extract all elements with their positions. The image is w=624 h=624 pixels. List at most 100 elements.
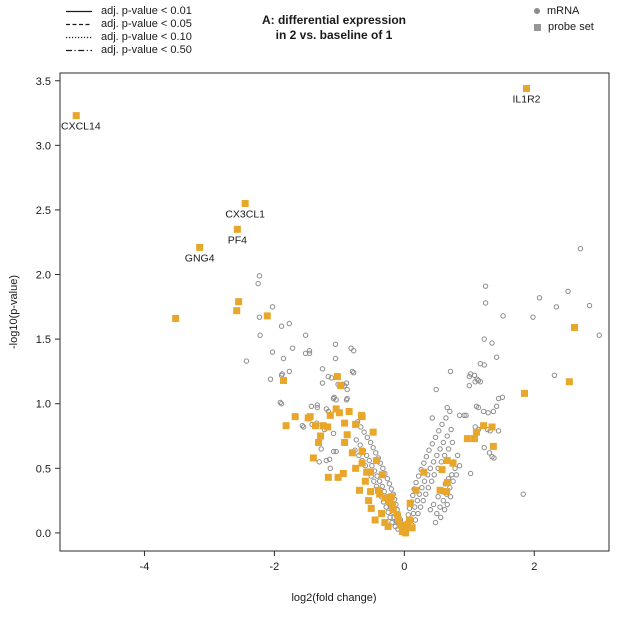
probe-set-point bbox=[352, 464, 360, 472]
probe-set-point bbox=[443, 457, 451, 465]
mrna-point bbox=[349, 368, 356, 375]
probe-set-point bbox=[341, 419, 349, 427]
labeled-probe-set-point bbox=[522, 85, 530, 93]
mrna-marker-icon bbox=[534, 8, 540, 14]
mrna-point bbox=[461, 412, 467, 419]
gene-label: GNG4 bbox=[185, 252, 215, 264]
probe-set-point bbox=[358, 459, 366, 467]
mrna-point bbox=[453, 472, 460, 478]
mrna-point bbox=[490, 408, 497, 415]
mrna-point bbox=[325, 373, 332, 380]
mrna-point bbox=[332, 355, 339, 362]
probe-set-point bbox=[334, 473, 342, 481]
mrna-point bbox=[435, 494, 441, 500]
pvalue-legend-label: adj. p-value < 0.05 bbox=[101, 18, 192, 30]
y-tick-label: 0.5 bbox=[36, 463, 51, 475]
probe-set-point bbox=[358, 448, 366, 456]
mrna-point bbox=[267, 376, 274, 382]
mrna-point bbox=[405, 512, 411, 518]
mrna-point bbox=[489, 340, 495, 346]
mrna-point bbox=[433, 386, 439, 393]
mrna-point bbox=[421, 460, 427, 466]
mrna-point bbox=[429, 441, 435, 447]
mrna-point bbox=[319, 380, 326, 386]
y-tick-label: 0.0 bbox=[36, 528, 51, 540]
probe-set-point bbox=[311, 422, 319, 430]
probe-set-point bbox=[291, 413, 299, 421]
probe-set-point bbox=[389, 500, 397, 508]
mrna-point bbox=[256, 314, 263, 320]
mrna-point bbox=[432, 434, 439, 441]
mrna-point bbox=[379, 483, 385, 490]
gene-label: IL1R2 bbox=[512, 94, 540, 106]
probe-set-point bbox=[332, 405, 340, 413]
probe-set-point bbox=[371, 516, 379, 524]
mrna-point bbox=[278, 323, 285, 329]
x-tick-label: -2 bbox=[270, 561, 280, 573]
mrna-point bbox=[454, 452, 461, 459]
probe-set-point bbox=[358, 413, 366, 421]
mrna-point bbox=[440, 439, 447, 446]
probe-set-point bbox=[402, 529, 410, 537]
mrna-point bbox=[314, 404, 320, 411]
mrna-point bbox=[423, 491, 429, 497]
x-tick-label: 0 bbox=[401, 561, 407, 573]
mrna-point bbox=[444, 433, 450, 439]
mrna-point bbox=[432, 519, 439, 526]
mrna-point bbox=[449, 472, 455, 478]
mrna-point bbox=[412, 504, 418, 510]
mrna-point bbox=[520, 491, 526, 497]
mrna-point bbox=[434, 510, 440, 517]
mrna-point bbox=[412, 517, 419, 523]
mrna-point bbox=[386, 481, 393, 487]
mrna-point bbox=[420, 497, 426, 504]
mrna-point bbox=[348, 345, 354, 351]
mrna-point bbox=[326, 456, 333, 462]
probe-set-point bbox=[382, 494, 390, 502]
mrna-point bbox=[447, 494, 454, 500]
pvalue-legend-label: adj. p-value < 0.50 bbox=[101, 44, 192, 56]
probe-set-point bbox=[381, 519, 389, 527]
mrna-point bbox=[343, 380, 350, 386]
mrna-point bbox=[286, 320, 293, 327]
mrna-point bbox=[427, 465, 434, 472]
pvalue-legend-label: adj. p-value < 0.10 bbox=[101, 31, 192, 43]
mrna-point bbox=[269, 304, 276, 310]
mrna-point bbox=[243, 358, 250, 364]
pvalue-threshold-legend: adj. p-value < 0.01 adj. p-value < 0.05 … bbox=[66, 5, 192, 57]
mrna-point bbox=[500, 313, 506, 319]
mrna-point bbox=[438, 514, 444, 521]
mrna-point bbox=[480, 408, 487, 415]
probe-set-point bbox=[356, 486, 364, 494]
series-legend-label: mRNA bbox=[547, 5, 580, 17]
mrna-point bbox=[350, 348, 357, 354]
probe-set-point bbox=[378, 510, 386, 518]
pvalue-legend-item: adj. p-value < 0.10 bbox=[66, 31, 192, 44]
pvalue-legend-item: adj. p-value < 0.01 bbox=[66, 5, 192, 18]
probe-set-point bbox=[343, 431, 351, 439]
mrna-point bbox=[299, 422, 306, 429]
mrna-point bbox=[316, 459, 322, 465]
gene-label: CXCL14 bbox=[61, 121, 101, 133]
mrna-point bbox=[596, 332, 602, 338]
series-legend-item-mrna: mRNA bbox=[534, 3, 594, 19]
probe-set-point bbox=[315, 438, 323, 446]
labeled-probe-set-point bbox=[241, 199, 249, 207]
mrna-point bbox=[437, 446, 443, 452]
mrna-point bbox=[406, 505, 413, 512]
mrna-point bbox=[439, 421, 445, 428]
mrna-point bbox=[330, 430, 337, 437]
series-legend: mRNA probe set bbox=[534, 3, 594, 35]
mrna-point bbox=[437, 504, 443, 510]
probe-set-point bbox=[367, 488, 375, 496]
probe-set-point bbox=[420, 468, 428, 476]
probe-set-point bbox=[263, 312, 271, 320]
mrna-point bbox=[427, 506, 434, 513]
mrna-point bbox=[358, 424, 364, 430]
mrna-point bbox=[551, 372, 558, 379]
mrna-point bbox=[319, 366, 326, 372]
probe-set-point bbox=[372, 457, 380, 465]
mrna-point bbox=[443, 415, 449, 421]
mrna-point bbox=[415, 473, 422, 479]
